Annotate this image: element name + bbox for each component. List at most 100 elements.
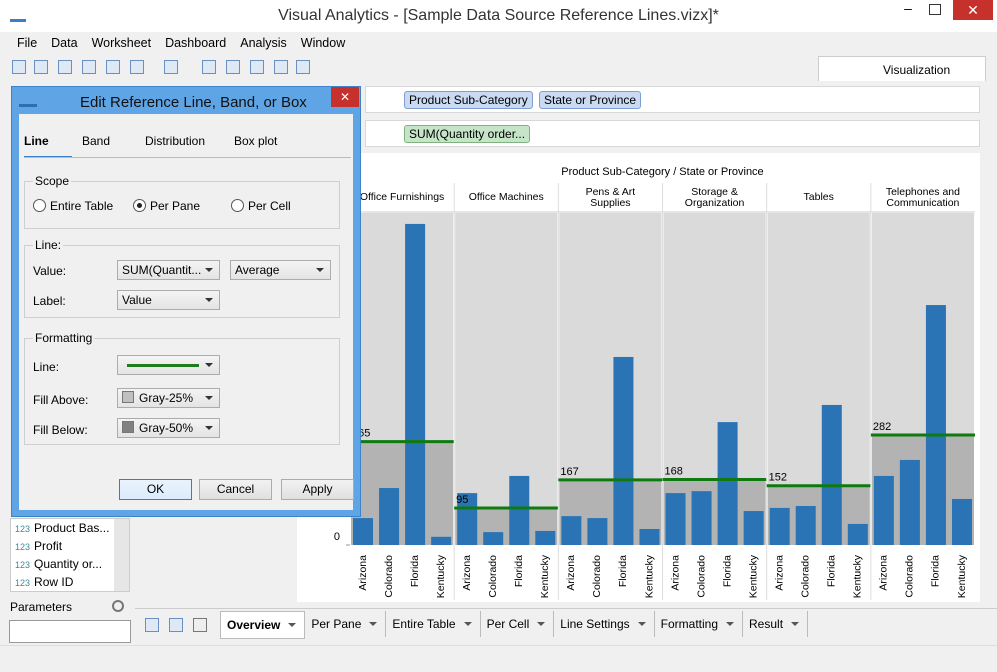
menu-item[interactable]: Data: [51, 36, 78, 50]
x-tick-label: Arizona: [669, 555, 681, 591]
bar: [379, 488, 400, 545]
bar: [925, 305, 946, 545]
x-tick-label: Florida: [930, 555, 942, 587]
sheet-tab[interactable]: Per Pane: [305, 611, 387, 637]
dialog-button[interactable]: Apply: [281, 479, 354, 500]
dialog-icon: [19, 93, 37, 107]
tool[interactable]: [106, 60, 120, 74]
pane-header-box: Tables: [803, 191, 834, 203]
pane-header: Tables: [803, 191, 834, 203]
sheet-tab[interactable]: Result: [743, 611, 809, 637]
reference-label: 152: [769, 472, 787, 484]
bar: [847, 523, 868, 545]
dialog-tab[interactable]: Line: [24, 134, 49, 148]
pane-header: Office Machines: [468, 191, 544, 203]
tool[interactable]: [250, 60, 264, 74]
tool[interactable]: [164, 60, 178, 74]
field-label: Fill Below:: [33, 423, 88, 437]
dialog-button[interactable]: OK: [119, 479, 192, 500]
maximize[interactable]: [929, 4, 941, 15]
value-combo[interactable]: SUM(Quantit...: [117, 260, 220, 280]
chart-title: Product Sub-Category / State or Province: [561, 166, 763, 178]
bar: [743, 511, 764, 545]
tool[interactable]: [12, 60, 26, 74]
sheet-tab[interactable]: Entire Table: [386, 611, 481, 637]
tool[interactable]: [202, 60, 216, 74]
field-type: 123: [15, 542, 31, 552]
tool[interactable]: [226, 60, 240, 74]
dialog-body: Line Band Distribution Box plot Scope Entir…: [19, 114, 354, 510]
fill-below-combo[interactable]: Gray-50%: [117, 418, 220, 438]
shelf-pill[interactable]: Product Sub-Category: [404, 91, 533, 109]
bar: [509, 475, 530, 545]
bar: [821, 404, 842, 545]
field-name: Row ID: [34, 575, 74, 589]
field-type: 123: [15, 560, 31, 570]
bar: [587, 518, 608, 545]
menu-item[interactable]: Analysis: [240, 36, 287, 50]
columns-shelf: Product Sub-Category State or Province: [365, 86, 980, 113]
scrollbar[interactable]: [114, 519, 129, 591]
search-icon[interactable]: [112, 600, 124, 612]
sheet-tab[interactable]: Formatting: [655, 611, 744, 637]
reference-label: 168: [665, 465, 683, 477]
bar: [613, 356, 634, 545]
new-sheet[interactable]: [145, 618, 159, 632]
dialog-button[interactable]: Cancel: [199, 479, 272, 500]
menu-item[interactable]: Worksheet: [91, 36, 152, 50]
radio[interactable]: Entire Table: [33, 199, 113, 213]
dialog-tab[interactable]: Distribution: [145, 134, 206, 148]
close[interactable]: ✕: [953, 0, 993, 20]
sheet-tab[interactable]: Line Settings: [554, 611, 655, 637]
view-tab[interactable]: Visualization: [818, 56, 986, 81]
fill-below: [663, 479, 766, 545]
new-dashboard[interactable]: [169, 618, 183, 632]
sheet-tab[interactable]: Overview: [220, 611, 306, 639]
sheet-list[interactable]: [193, 618, 207, 632]
tool[interactable]: [58, 60, 72, 74]
aggregation-combo[interactable]: Average: [230, 260, 331, 280]
bar: [795, 505, 816, 545]
field-row[interactable]: 123 Row ID: [15, 575, 73, 589]
sheet-tab[interactable]: Per Cell: [481, 611, 555, 637]
dialog-title: Edit Reference Line, Band, or Box: [80, 94, 307, 111]
field-row[interactable]: 123 Profit: [15, 539, 62, 553]
parameters-title: Parameters: [10, 600, 73, 614]
minimize[interactable]: –: [904, 0, 912, 16]
menu-item[interactable]: Window: [300, 36, 346, 50]
x-tick-label: Florida: [721, 555, 733, 587]
radio[interactable]: Per Cell: [231, 199, 291, 213]
x-tick-label: Florida: [826, 555, 838, 587]
tool[interactable]: [34, 60, 48, 74]
shelf-pill[interactable]: State or Province: [539, 91, 642, 109]
color-swatch: [122, 391, 134, 403]
tool[interactable]: [274, 60, 288, 74]
fill-above-combo[interactable]: Gray-25%: [117, 388, 220, 408]
fill-below: Gray-50%: [139, 421, 194, 435]
x-tick-label: Florida: [409, 555, 421, 587]
field-row[interactable]: 123 Quantity or...: [15, 557, 102, 571]
tool[interactable]: [130, 60, 144, 74]
menu-item[interactable]: Dashboard: [165, 36, 227, 50]
pane-header: Storage & Organization: [684, 185, 745, 209]
bar: [899, 459, 920, 545]
x-tick-label: Arizona: [878, 555, 890, 591]
field-row[interactable]: 123 Product Bas...: [15, 521, 109, 535]
fill-below: [767, 485, 870, 545]
x-tick-label: Colorado: [487, 555, 499, 598]
shelf-pill[interactable]: SUM(Quantity order...: [404, 125, 531, 143]
line-style-combo[interactable]: [117, 355, 220, 375]
radio[interactable]: Per Pane: [133, 199, 200, 213]
reference-label: 167: [560, 466, 578, 478]
label-combo[interactable]: Value: [117, 290, 220, 310]
parameters-input[interactable]: [9, 620, 131, 643]
dialog-tab[interactable]: Box plot: [234, 134, 278, 148]
tool[interactable]: [296, 60, 310, 74]
dialog-tab[interactable]: Band: [82, 134, 111, 148]
x-tick-label: Colorado: [800, 555, 812, 598]
x-tick-label: Kentucky: [956, 554, 968, 598]
dialog-close[interactable]: ✕: [331, 87, 359, 107]
tool[interactable]: [82, 60, 96, 74]
menu-item[interactable]: File: [17, 36, 38, 50]
